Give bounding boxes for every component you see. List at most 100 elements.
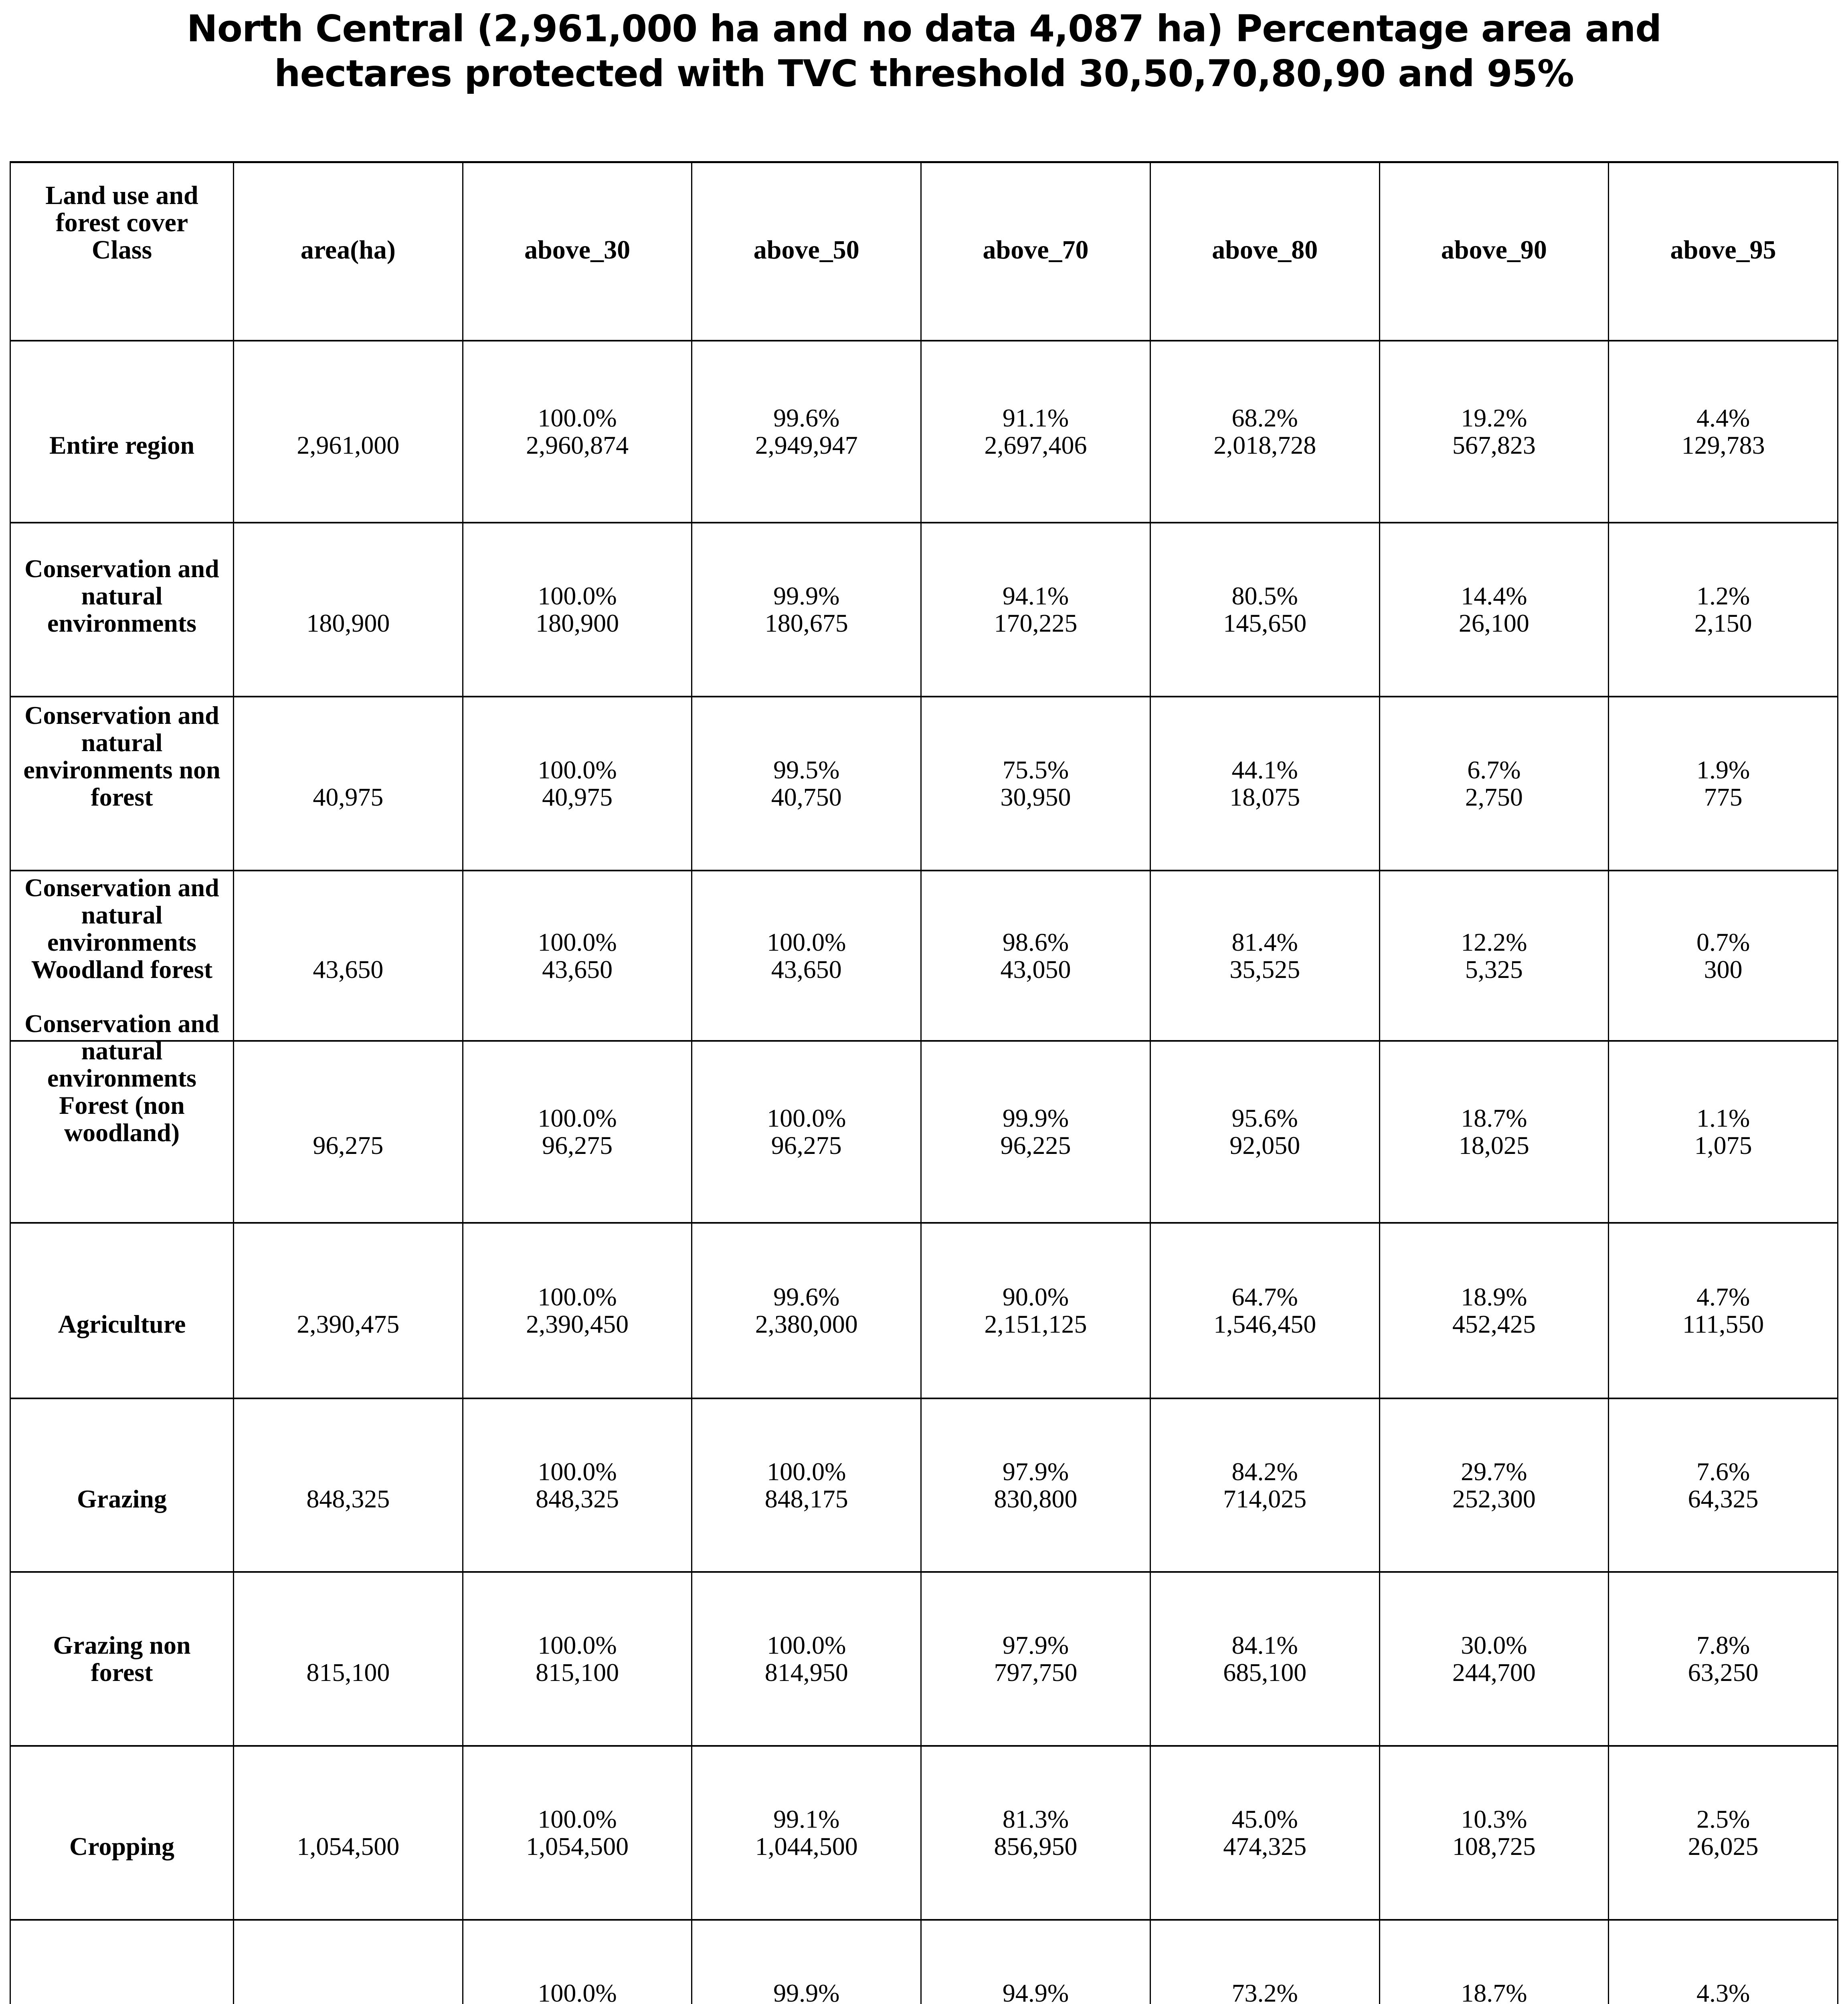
hectares-value: 35,525	[1229, 955, 1300, 984]
value-pair: 98.6% 43,050	[922, 928, 1150, 983]
value-cell: 29.7% 252,300	[1380, 1399, 1608, 1571]
value-pair: 1.1% 1,075	[1609, 1105, 1837, 1159]
value-pair: 97.9% 830,800	[922, 1458, 1150, 1513]
header-cell: Land use and forest cover Class	[11, 163, 233, 340]
percent-value: 100.0%	[538, 756, 617, 784]
value-cell: 100.0% 2,960,874	[463, 341, 691, 522]
percent-value: 99.9%	[773, 582, 840, 610]
value-cell: 99.6% 2,949,947	[692, 341, 921, 522]
row-label: Grazing non forest	[53, 1631, 191, 1687]
percent-value: 100.0%	[767, 1104, 846, 1132]
value-pair: 100.0% 814,950	[692, 1632, 920, 1686]
percent-value: 81.4%	[1231, 927, 1298, 956]
area-value: 848,325	[306, 1484, 390, 1513]
hectares-value: 145,650	[1223, 609, 1307, 637]
hectares-value: 63,250	[1688, 1658, 1759, 1687]
row-label-cell: Irrigation	[11, 1921, 233, 2004]
hectares-value: 856,950	[994, 1832, 1078, 1861]
percent-value: 7.8%	[1696, 1631, 1750, 1659]
hectares-value: 96,275	[771, 1131, 842, 1160]
value-cell: 1.9% 775	[1609, 697, 1837, 870]
value-pair: 84.2% 714,025	[1151, 1458, 1379, 1513]
row-label: Entire region	[49, 431, 195, 459]
hectares-value: 685,100	[1223, 1658, 1307, 1687]
value-pair: 18.9% 452,425	[1380, 1283, 1608, 1338]
value-cell: 45.0% 474,325	[1150, 1747, 1379, 1919]
header-class-label: Land use and forest cover Class	[45, 180, 198, 265]
value-pair: 4.3%20,550	[1609, 1980, 1837, 2004]
area-value: 815,100	[306, 1658, 390, 1687]
value-cell: 99.9% 96,225	[922, 1042, 1150, 1222]
hectares-value: 252,300	[1452, 1484, 1536, 1513]
value-pair: 95.6% 92,050	[1151, 1105, 1379, 1159]
value-cell: 100.0% 815,100	[463, 1573, 691, 1745]
percent-value: 29.7%	[1461, 1457, 1527, 1486]
value-cell: 10.3% 108,725	[1380, 1747, 1608, 1919]
value-cell: 1.2% 2,150	[1609, 523, 1837, 696]
value-pair: 7.6% 64,325	[1609, 1458, 1837, 1513]
hectares-value: 2,151,125	[984, 1310, 1087, 1338]
percent-value: 68.2%	[1231, 404, 1298, 432]
value-pair: 94.1% 170,225	[922, 582, 1150, 637]
hectares-value: 5,325	[1465, 955, 1523, 984]
percent-value: 94.9%	[1002, 1979, 1069, 2004]
page-title: North Central (2,961,000 ha and no data …	[186, 7, 1662, 95]
percent-value: 19.2%	[1461, 404, 1527, 432]
percent-value: 100.0%	[538, 582, 617, 610]
value-cell: 12.2% 5,325	[1380, 871, 1608, 1040]
row-label-cell: Conservation and natural environments	[11, 523, 233, 696]
value-cell: 100.0% 180,900	[463, 523, 691, 696]
area-cell: 43,650	[234, 871, 462, 1040]
hectares-value: 96,225	[1000, 1131, 1071, 1160]
value-cell: 100.0% 43,650	[463, 871, 691, 1040]
hectares-value: 96,275	[542, 1131, 613, 1160]
area-value: 96,275	[313, 1131, 384, 1160]
value-cell: 100.0% 40,975	[463, 697, 691, 870]
hectares-value: 180,900	[536, 609, 619, 637]
percent-value: 99.1%	[773, 1805, 840, 1833]
percent-value: 90.0%	[1002, 1283, 1069, 1311]
percent-value: 64.7%	[1231, 1283, 1298, 1311]
percent-value: 84.1%	[1231, 1631, 1298, 1659]
value-pair: 18.7% 18,025	[1380, 1105, 1608, 1159]
value-pair: 81.3% 856,950	[922, 1806, 1150, 1860]
value-cell: 14.4% 26,100	[1380, 523, 1608, 696]
row-label: Conservation and natural environments	[24, 554, 219, 637]
value-pair: 99.1% 1,044,500	[692, 1806, 920, 1860]
hectares-value: 108,725	[1452, 1832, 1536, 1861]
header-cell: area(ha)	[234, 163, 462, 340]
hectares-value: 452,425	[1452, 1310, 1536, 1338]
area-cell: 476,600	[234, 1921, 462, 2004]
percent-value: 100.0%	[767, 927, 846, 956]
value-pair: 84.1% 685,100	[1151, 1632, 1379, 1686]
value-pair: 14.4% 26,100	[1380, 582, 1608, 637]
hectares-value: 474,325	[1223, 1832, 1307, 1861]
value-cell: 100.0% 848,175	[692, 1399, 921, 1571]
hectares-value: 180,675	[764, 609, 848, 637]
row-label: Conservation and natural environments Wo…	[24, 873, 219, 984]
row-label: Conservation and natural environments no…	[23, 701, 220, 811]
row-label-cell: Conservation and natural environments Wo…	[11, 871, 233, 1040]
hectares-value: 170,225	[994, 609, 1078, 637]
percent-value: 2.5%	[1696, 1805, 1750, 1833]
hectares-value: 43,650	[771, 955, 842, 984]
table: Land use and forest cover Class area(ha) a…	[10, 161, 1838, 2004]
value-cell: 18.9% 452,425	[1380, 1224, 1608, 1398]
area-cell: 40,975	[234, 697, 462, 870]
value-cell: 2.5% 26,025	[1609, 1747, 1837, 1919]
percent-value: 75.5%	[1002, 756, 1069, 784]
value-pair: 19.2% 567,823	[1380, 404, 1608, 459]
value-cell: 80.5% 145,650	[1150, 523, 1379, 696]
value-pair: 1.9% 775	[1609, 756, 1837, 811]
percent-value: 100.0%	[767, 1631, 846, 1659]
area-value: 2,390,475	[297, 1310, 400, 1338]
header-col-label: above_30	[524, 235, 631, 265]
hectares-value: 2,750	[1465, 783, 1523, 811]
percent-value: 30.0%	[1461, 1631, 1527, 1659]
value-pair: 10.3% 108,725	[1380, 1806, 1608, 1860]
value-pair: 99.9% 96,225	[922, 1105, 1150, 1159]
percent-value: 0.7%	[1696, 927, 1750, 956]
percent-value: 6.7%	[1467, 756, 1521, 784]
row-label-cell: Cropping	[11, 1747, 233, 1919]
value-pair: 99.5% 40,750	[692, 756, 920, 811]
